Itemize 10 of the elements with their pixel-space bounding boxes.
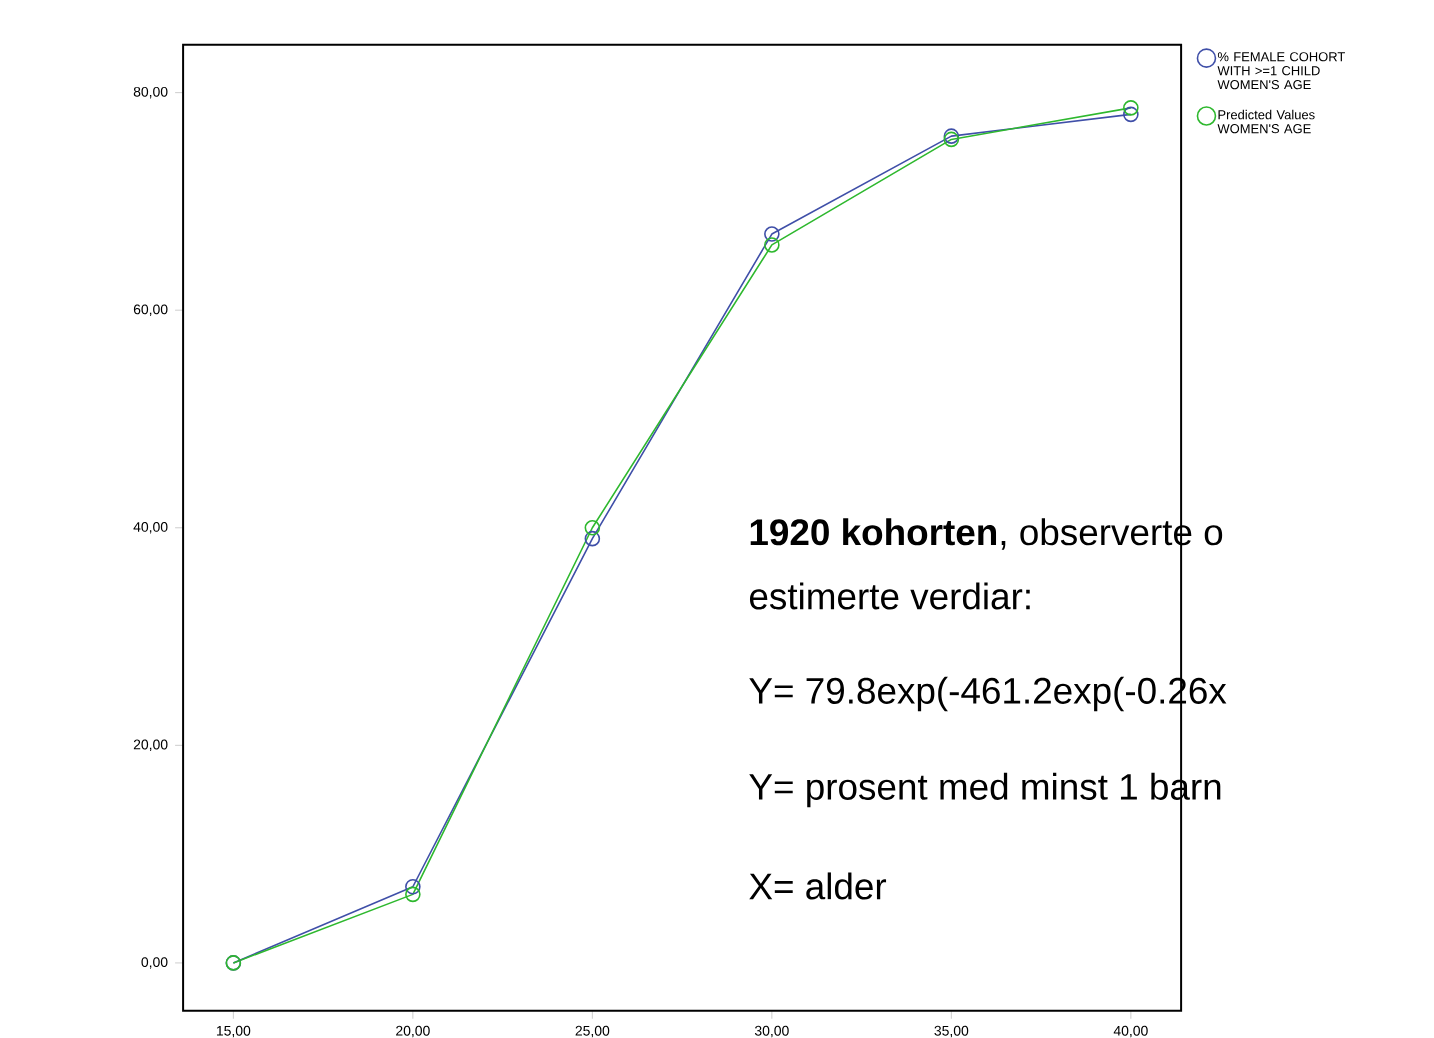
point bbox=[584, 530, 601, 547]
point bbox=[584, 519, 601, 536]
point bbox=[764, 226, 780, 242]
annotation: X= alder bbox=[749, 872, 887, 900]
point bbox=[405, 878, 421, 895]
point bbox=[764, 237, 780, 253]
point bbox=[1123, 106, 1139, 123]
annotation: estimerte verdiar: bbox=[749, 582, 1030, 610]
point bbox=[405, 886, 421, 903]
point bbox=[1123, 100, 1139, 116]
